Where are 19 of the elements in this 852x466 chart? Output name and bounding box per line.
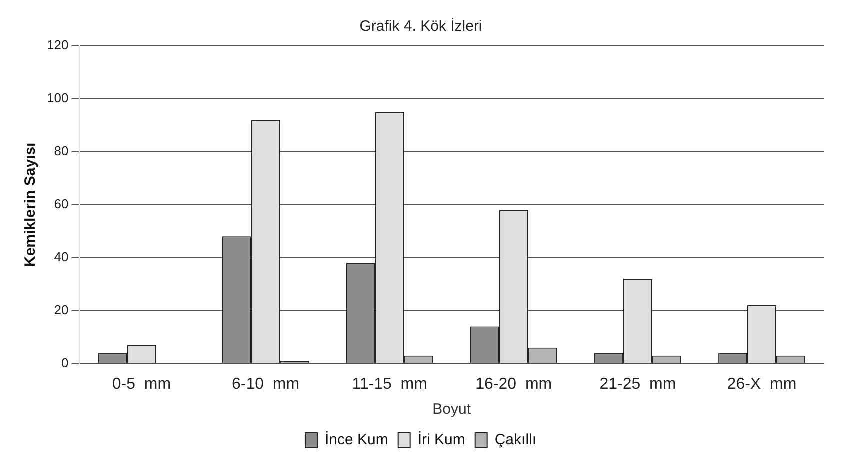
legend-label: İnce Kum	[324, 430, 388, 449]
y-tick-label: 120	[46, 38, 69, 53]
y-tick-label: 100	[46, 90, 69, 106]
y-axis-title: Kemiklerin Sayısı	[22, 142, 40, 268]
x-tick-label: 6-10 mm	[232, 376, 300, 393]
y-tick-label: 40	[54, 249, 69, 264]
x-tick-label: 26-X mm	[727, 376, 797, 393]
x-tick-label: 11-15 mm	[352, 376, 428, 393]
y-tick-label: 80	[54, 144, 69, 159]
y-tick-label: 0	[61, 355, 69, 370]
legend-label: Çakıllı	[494, 432, 537, 449]
legend-label: İri Kum	[418, 430, 466, 449]
x-tick-label: 16-20 mm	[476, 376, 552, 393]
x-tick-label: 0-5 mm	[112, 376, 172, 393]
y-tick-label: 20	[54, 302, 69, 318]
x-tick-label: 21-25 mm	[600, 376, 676, 393]
x-axis-title: Boyut	[432, 401, 472, 418]
y-tick-label: 60	[54, 196, 69, 212]
chart-title: Grafik 4. Kök İzleri	[360, 17, 482, 36]
